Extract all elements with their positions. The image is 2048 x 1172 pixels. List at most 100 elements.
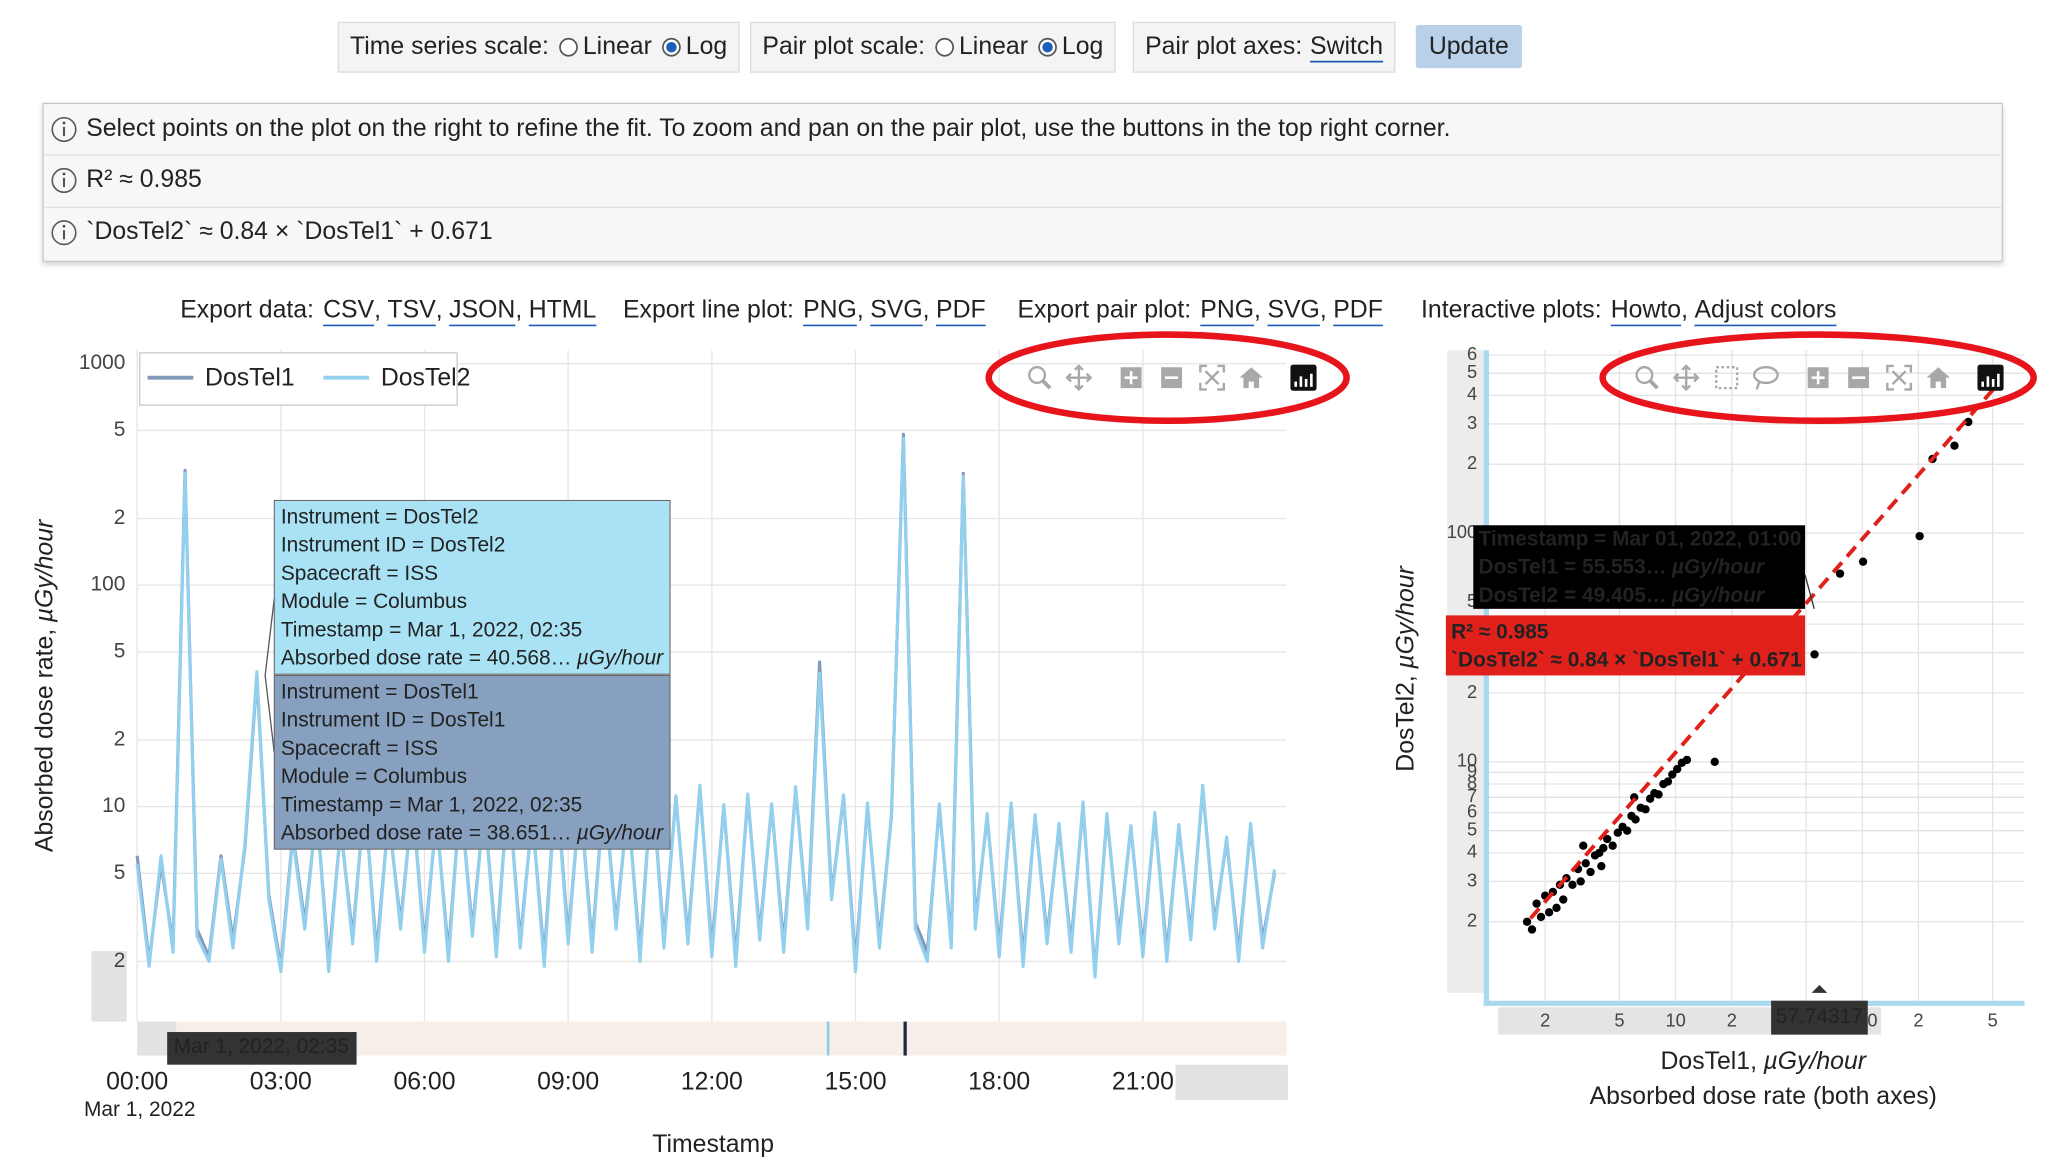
link[interactable]: PDF xyxy=(936,297,986,324)
link[interactable]: SVG xyxy=(870,297,922,324)
info-text: Select points on the plot on the right t… xyxy=(86,115,1450,142)
icon[interactable] xyxy=(1986,376,1990,387)
separator: , xyxy=(1320,297,1327,324)
icon[interactable] xyxy=(1310,373,1313,387)
tooltip-line: Timestamp = Mar 1, 2022, 02:35 xyxy=(281,618,582,641)
icon[interactable] xyxy=(1199,364,1226,391)
modebar-button[interactable] xyxy=(1807,367,1829,389)
link[interactable]: PNG xyxy=(803,297,857,324)
tooltip-line: Spacecraft = ISS xyxy=(281,561,438,584)
modebar-button[interactable] xyxy=(1120,367,1142,389)
icon[interactable] xyxy=(1028,366,1047,385)
tooltip xyxy=(273,499,671,675)
icon[interactable] xyxy=(1715,366,1739,390)
point xyxy=(1608,841,1617,850)
modebar-button[interactable] xyxy=(1635,366,1659,390)
icon[interactable] xyxy=(1294,381,1297,387)
link[interactable]: SVG xyxy=(1267,297,1319,324)
link[interactable]: PNG xyxy=(1200,297,1254,324)
label-text: DosTel2, xyxy=(1392,675,1419,771)
point xyxy=(1586,867,1595,877)
modebar-button[interactable] xyxy=(1848,367,1870,389)
modebar-button[interactable] xyxy=(1926,367,1951,389)
separator: , xyxy=(436,297,443,324)
tooltip-text: Instrument ID = DosTel1 xyxy=(281,708,506,731)
icon[interactable] xyxy=(1648,378,1659,390)
info-text: R² ≈ 0.985 xyxy=(86,166,202,193)
highlight-ring xyxy=(1599,331,2037,425)
link[interactable]: TSV xyxy=(388,297,437,324)
radio-dot[interactable] xyxy=(1042,42,1053,53)
radio[interactable] xyxy=(935,37,954,57)
radio[interactable] xyxy=(559,37,578,57)
point xyxy=(1663,777,1673,786)
radio-label[interactable]: Log xyxy=(1062,33,1103,60)
icon[interactable] xyxy=(1991,378,1995,387)
modebar-button[interactable] xyxy=(1199,364,1226,391)
modebar-button[interactable] xyxy=(1028,366,1052,390)
y-tick-label: 100 xyxy=(91,573,126,596)
tooltip-line: Instrument = DosTel1 xyxy=(281,680,479,703)
link[interactable]: CSV xyxy=(323,297,374,324)
tooltip-line: `DosTel2` ≈ 0.84 × `DosTel1` + 0.671 xyxy=(1451,648,1802,671)
update-button-label[interactable]: Update xyxy=(1429,33,1509,60)
icon[interactable] xyxy=(1040,378,1052,390)
modebar-button[interactable] xyxy=(1886,364,1913,391)
modebar-button[interactable] xyxy=(1977,364,2004,391)
link[interactable]: Howto xyxy=(1611,297,1681,324)
export-label: Interactive plots: xyxy=(1421,297,1602,324)
tooltip-unit: µGy/hour xyxy=(576,646,664,669)
info-icon-dot xyxy=(62,224,66,228)
link[interactable]: JSON xyxy=(449,297,515,324)
icon[interactable] xyxy=(1755,381,1761,390)
icon[interactable] xyxy=(1124,371,1138,385)
modebar-button[interactable] xyxy=(1239,367,1264,389)
tooltip xyxy=(1473,525,1806,609)
radio-label[interactable]: Log xyxy=(686,33,727,60)
x-date-label: Mar 1, 2022 xyxy=(84,1098,195,1121)
separator: , xyxy=(515,297,522,324)
modebar-button[interactable] xyxy=(1161,367,1183,389)
modebar-button[interactable] xyxy=(1672,364,1700,392)
point xyxy=(1603,834,1612,844)
tooltip-text: Absorbed dose rate = 38.651… xyxy=(281,821,572,844)
radio-label[interactable]: Linear xyxy=(959,33,1028,60)
x-tick-label: 09:00 xyxy=(537,1069,599,1096)
x-tick-label: 5 xyxy=(1614,1009,1624,1030)
icon[interactable] xyxy=(1672,364,1700,392)
modebar-button[interactable] xyxy=(1715,366,1739,390)
icon[interactable] xyxy=(1981,381,1984,387)
info-icon xyxy=(51,167,77,193)
icon[interactable] xyxy=(1239,367,1264,389)
tooltip-text: Spacecraft = ISS xyxy=(281,561,438,584)
control-label: Pair plot scale: xyxy=(762,33,925,60)
y-tick-label: 1000 xyxy=(79,351,125,374)
icon[interactable] xyxy=(1304,378,1308,387)
icon[interactable] xyxy=(1065,364,1093,392)
link[interactable]: HTML xyxy=(529,297,597,324)
icon[interactable] xyxy=(1997,373,2000,387)
legend-label: DosTel2 xyxy=(381,365,471,392)
update-button[interactable] xyxy=(1415,25,1522,69)
icon[interactable] xyxy=(1926,367,1951,389)
radio-label[interactable]: Linear xyxy=(583,33,652,60)
link[interactable]: Adjust colors xyxy=(1694,297,1836,324)
icon[interactable] xyxy=(1635,366,1654,385)
icon[interactable] xyxy=(1299,376,1303,387)
modebar-button[interactable] xyxy=(1752,366,1779,390)
label-unit: µGy/hour xyxy=(1392,564,1419,669)
y-tick-label: 2 xyxy=(1467,452,1477,473)
export-label: Export pair plot: xyxy=(1017,297,1191,324)
modebar-button[interactable] xyxy=(1065,364,1093,392)
icon[interactable] xyxy=(1811,371,1825,385)
export-label: Export data: xyxy=(180,297,314,324)
modebar-button[interactable] xyxy=(1290,364,1317,391)
icon[interactable] xyxy=(1886,364,1913,391)
radio-dot[interactable] xyxy=(666,42,677,53)
icon[interactable] xyxy=(1752,366,1779,385)
link[interactable]: PDF xyxy=(1333,297,1383,324)
y-axis-title: DosTel2, µGy/hour xyxy=(1392,564,1419,771)
link[interactable]: Switch xyxy=(1310,33,1383,60)
point xyxy=(1599,843,1608,853)
tooltip-text: DosTel1 = 55.553… xyxy=(1479,555,1667,578)
